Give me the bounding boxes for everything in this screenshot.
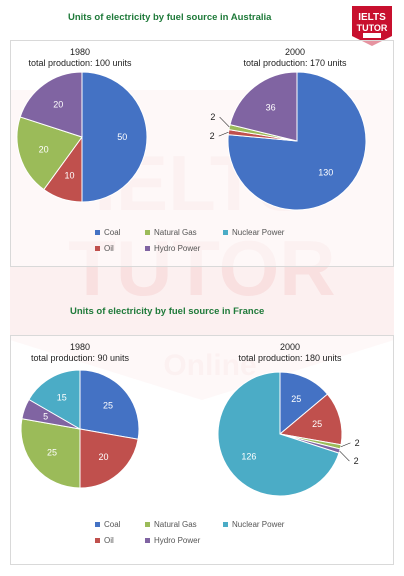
france-legend: Coal Natural Gas Nuclear Power Oil Hydro Pow… [95, 520, 335, 550]
leader-line-natural-gas [340, 442, 351, 448]
legend-item-hydro-power: Hydro Power [145, 244, 200, 253]
legend-item-nuclear-power: Nuclear Power [223, 520, 284, 529]
pie-slice-oil [79, 428, 139, 489]
leader-line-oil [218, 131, 229, 137]
legend-item-natural-gas: Natural Gas [145, 520, 197, 529]
legend-label-coal: Coal [104, 520, 121, 529]
slice-label-coal: 50 [117, 132, 127, 142]
pie-slice-oil [278, 393, 343, 446]
legend-swatch-hydro-power [145, 538, 150, 544]
slice-label-natural-gas: 25 [47, 448, 57, 458]
svg-text:TUTOR: TUTOR [357, 23, 388, 33]
ielts-tutor-logo: IELTS TUTOR [352, 6, 392, 46]
legend-item-coal: Coal [95, 520, 120, 529]
legend-label-oil: Oil [104, 244, 114, 253]
slice-label-hydro-power: 36 [266, 102, 276, 112]
legend-item-coal: Coal [95, 228, 120, 237]
legend-swatch-oil [95, 246, 100, 252]
slice-label-natural-gas: 20 [39, 144, 49, 154]
slice-label-hydro-power: 20 [53, 99, 63, 109]
pie-slice-hydro-power [229, 71, 298, 142]
legend-swatch-nuclear-power [223, 230, 228, 236]
legend-label-natural-gas: Natural Gas [154, 228, 197, 237]
aus-1980-pie: 50 10 20 20 [16, 71, 148, 203]
legend-item-oil: Oil [95, 244, 114, 253]
australia-legend: Coal Natural Gas Nuclear Power Oil Hydro Pow… [95, 228, 335, 258]
slice-label-oil: 25 [312, 419, 322, 429]
legend-swatch-oil [95, 538, 100, 544]
aus-1980-total: total production: 100 units [28, 58, 132, 68]
legend-item-hydro-power: Hydro Power [145, 536, 200, 545]
leader-line-hydro-power [339, 450, 350, 462]
legend-item-oil: Oil [95, 536, 114, 545]
legend-label-nuclear-power: Nuclear Power [232, 228, 285, 237]
fr-1980-total: total production: 90 units [30, 353, 130, 363]
svg-text:IELTS: IELTS [358, 12, 386, 23]
fr-2000-pie: 25 25 2 2 126 [217, 371, 360, 497]
slice-label-hydro-power: 2 [354, 456, 359, 466]
aus-2000-pie: 130 2 2 36 [210, 71, 367, 211]
legend-swatch-natural-gas [145, 522, 150, 528]
legend-label-hydro-power: Hydro Power [154, 536, 201, 545]
pie-slice-natural-gas [16, 116, 83, 191]
pie-slice-coal [227, 71, 367, 211]
legend-label-hydro-power: Hydro Power [154, 244, 201, 253]
legend-item-natural-gas: Natural Gas [145, 228, 197, 237]
legend-label-natural-gas: Natural Gas [154, 520, 197, 529]
pie-slice-nuclear-power [28, 369, 81, 430]
slice-label-nuclear-power: 126 [241, 452, 256, 462]
legend-label-nuclear-power: Nuclear Power [232, 520, 285, 529]
legend-label-oil: Oil [104, 536, 114, 545]
pie-slice-hydro-power [19, 71, 83, 138]
slice-label-coal: 25 [103, 400, 113, 410]
legend-swatch-natural-gas [145, 230, 150, 236]
pie-slice-coal [81, 71, 148, 203]
legend-label-coal: Coal [104, 228, 121, 237]
slice-label-nuclear-power: 15 [57, 392, 67, 402]
fr-1980-year: 1980 [69, 342, 91, 352]
legend-swatch-nuclear-power [223, 522, 228, 528]
legend-swatch-coal [95, 230, 100, 236]
france-title: Units of electricity by fuel source in F… [70, 306, 265, 317]
legend-item-nuclear-power: Nuclear Power [223, 228, 284, 237]
legend-swatch-hydro-power [145, 246, 150, 252]
slice-label-coal: 25 [291, 394, 301, 404]
fr-1980-pie: 25 20 25 5 15 [20, 369, 140, 489]
pie-slice-coal [279, 371, 329, 436]
slice-label-natural-gas: 2 [210, 112, 215, 122]
aus-2000-total: total production: 170 units [243, 58, 347, 68]
legend-swatch-coal [95, 522, 100, 528]
slice-label-oil: 2 [210, 131, 215, 141]
slice-label-oil: 20 [99, 452, 109, 462]
slice-label-oil: 10 [65, 170, 75, 180]
australia-title: Units of electricity by fuel source in A… [68, 12, 272, 23]
slice-label-hydro-power: 5 [43, 411, 48, 421]
leader-line-natural-gas [219, 116, 230, 128]
aus-2000-year: 2000 [284, 47, 306, 57]
slice-label-natural-gas: 2 [355, 438, 360, 448]
pie-slice-nuclear-power [217, 371, 340, 497]
slice-label-coal: 130 [318, 168, 333, 178]
fr-2000-total: total production: 180 units [238, 353, 342, 363]
pie-slice-coal [79, 369, 140, 440]
aus-1980-year: 1980 [69, 47, 91, 57]
pie-slice-natural-gas [20, 418, 81, 489]
fr-2000-year: 2000 [279, 342, 301, 352]
